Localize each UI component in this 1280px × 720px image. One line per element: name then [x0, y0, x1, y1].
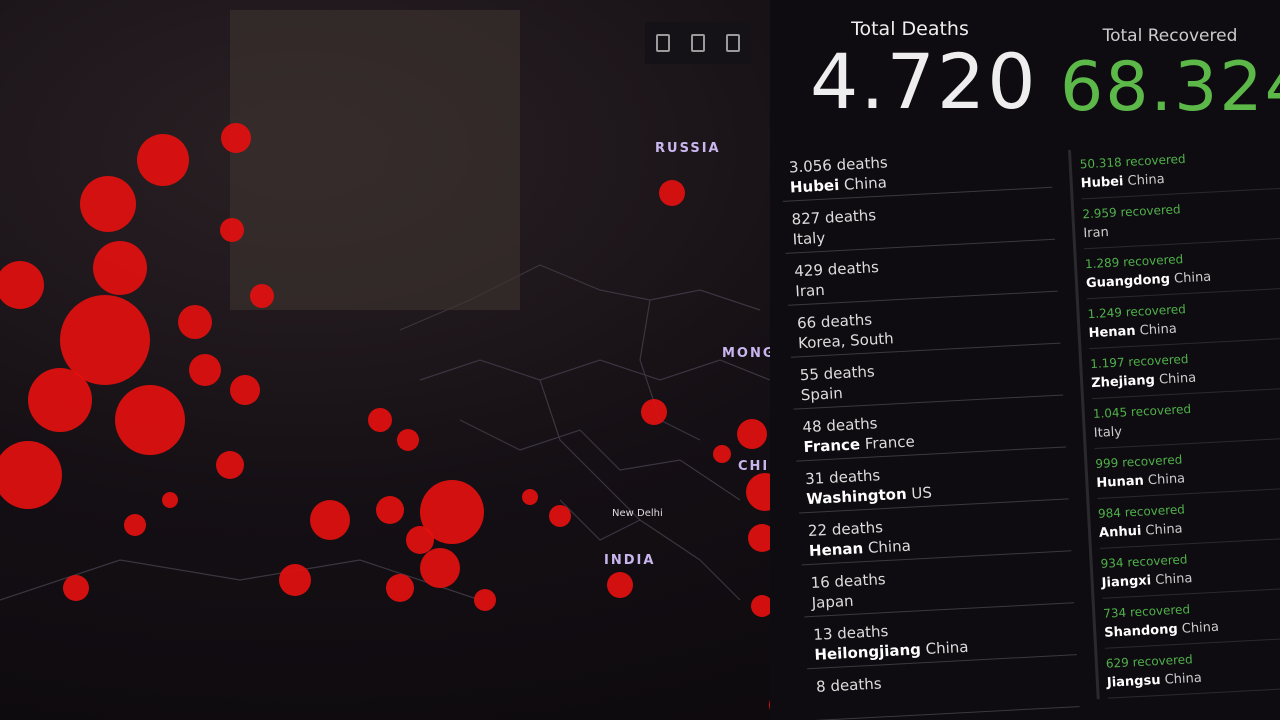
case-circle[interactable] [751, 595, 773, 617]
region: Shandong [1103, 621, 1179, 641]
country: Iran [794, 280, 826, 301]
list-row[interactable]: 629 recovered Jiangsu China [1105, 638, 1280, 699]
case-circle[interactable] [115, 385, 185, 455]
region: Hunan [1096, 473, 1145, 491]
case-circle[interactable] [279, 564, 311, 596]
case-circle[interactable] [420, 548, 460, 588]
case-circle[interactable] [310, 500, 350, 540]
country: US [910, 483, 933, 503]
case-circle[interactable] [549, 505, 571, 527]
count: 8 deaths [815, 674, 882, 696]
list-row[interactable]: 934 recovered Jiangxi China [1099, 538, 1280, 599]
map-label: CHINA [738, 459, 780, 474]
case-circle[interactable] [0, 261, 44, 309]
country: Italy [1093, 424, 1123, 442]
country: Japan [811, 591, 855, 612]
case-circle[interactable] [641, 399, 667, 425]
recovered-header: Total Recovered 68.324 [1060, 26, 1280, 130]
country: China [1173, 269, 1212, 287]
recovered-title: Total Recovered [1102, 26, 1238, 46]
toolbar-button[interactable] [655, 34, 670, 52]
case-circle[interactable] [737, 419, 767, 449]
map-label: RUSSIA [655, 141, 721, 156]
case-circle[interactable] [162, 492, 178, 508]
region: Jiangsu [1106, 672, 1161, 691]
country: China [1164, 670, 1203, 688]
region: Heilongjiang [814, 640, 922, 664]
case-circle[interactable] [386, 574, 414, 602]
case-circle[interactable] [397, 429, 419, 451]
region: Henan [1088, 323, 1136, 342]
country: China [1127, 171, 1166, 189]
map: RUSSIA MONGO CHINA INDIA New Delhi [0, 10, 780, 719]
toolbar-button[interactable] [725, 34, 740, 52]
country: France [864, 432, 916, 453]
case-circle[interactable] [220, 218, 244, 242]
country: China [1145, 521, 1183, 539]
region: Washington [805, 484, 908, 509]
case-circle[interactable] [124, 514, 146, 536]
case-circle[interactable] [80, 176, 136, 232]
case-circle[interactable] [93, 241, 147, 295]
case-circle[interactable] [216, 451, 244, 479]
stats-panel: Total Deaths 4.720 Total Recovered 68.32… [770, 0, 1280, 720]
case-circle[interactable] [376, 496, 404, 524]
region: Anhui [1098, 523, 1142, 541]
map-label: INDIA [604, 553, 655, 568]
case-circle[interactable] [474, 589, 496, 611]
region: Hubei [1080, 174, 1124, 192]
case-circle[interactable] [713, 445, 731, 463]
toolbar [645, 22, 750, 64]
country: Korea, South [797, 329, 895, 353]
case-circle[interactable] [420, 480, 484, 544]
case-circle[interactable] [659, 180, 685, 206]
country: China [867, 536, 912, 557]
recovered-total: 68.324 [1060, 48, 1280, 127]
blurred-region [230, 10, 520, 310]
recovered-list: 50.318 recovered Hubei China 2.959 recover… [1068, 138, 1280, 700]
region: Guangdong [1085, 271, 1171, 292]
case-circle[interactable] [189, 354, 221, 386]
case-circle[interactable] [748, 524, 776, 552]
country: Iran [1083, 224, 1110, 242]
case-circle[interactable] [230, 375, 260, 405]
case-circle[interactable] [607, 572, 633, 598]
deaths-total: 4.720 [810, 37, 1038, 126]
country: China [1158, 370, 1197, 388]
map-label: MONGO [722, 346, 780, 361]
region: Hubei [789, 175, 840, 197]
country: China [1154, 571, 1193, 589]
region: Jiangxi [1101, 573, 1152, 591]
borders [0, 264, 771, 601]
region: Zhejiang [1090, 372, 1156, 392]
deaths-list: 3.056 deaths Hubei China 827 deaths Italy 42… [780, 135, 1080, 720]
case-circle[interactable] [250, 284, 274, 308]
region: France [803, 435, 861, 457]
case-circle[interactable] [28, 368, 92, 432]
case-circle[interactable] [60, 295, 150, 385]
country: China [1181, 619, 1220, 637]
city-label: New Delhi [612, 508, 663, 519]
case-circle[interactable] [63, 575, 89, 601]
list-row[interactable]: 984 recovered Anhui China [1097, 488, 1280, 549]
country: Italy [792, 228, 826, 249]
toolbar-button[interactable] [690, 34, 705, 52]
case-circle[interactable] [221, 123, 251, 153]
country: China [925, 637, 969, 659]
country: Spain [800, 384, 844, 405]
country: China [843, 173, 888, 194]
country: China [1139, 321, 1178, 339]
case-circle[interactable] [137, 134, 189, 186]
case-circle[interactable] [178, 305, 212, 339]
case-circle[interactable] [522, 489, 538, 505]
deaths-header: Total Deaths 4.720 [810, 18, 1038, 126]
region: Henan [808, 539, 864, 561]
deaths-title: Total Deaths [851, 18, 969, 40]
case-circle[interactable] [406, 526, 434, 554]
case-circle[interactable] [0, 441, 62, 509]
case-circle[interactable] [368, 408, 392, 432]
country: China [1147, 471, 1186, 489]
list-row[interactable]: 734 recovered Shandong China [1102, 588, 1280, 649]
